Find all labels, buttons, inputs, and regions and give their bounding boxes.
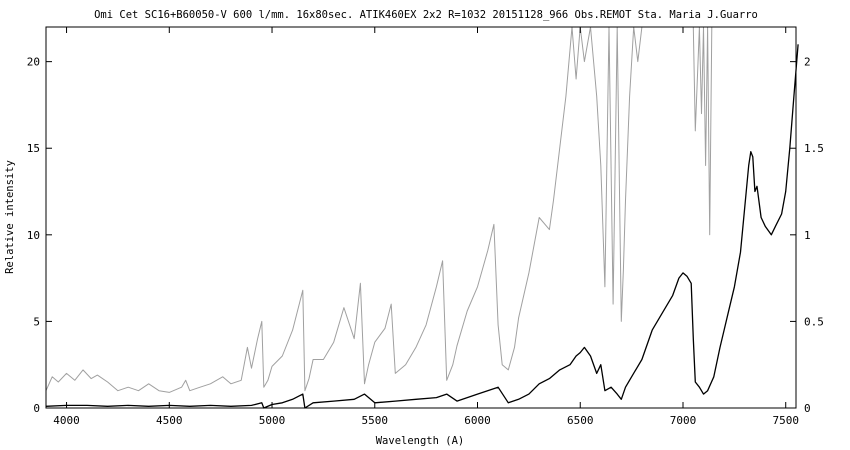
chart-title: Omi Cet SC16+B60050-V 600 l/mm. 16x80sec… [94, 9, 758, 21]
y-tick-label: 5 [33, 315, 40, 328]
series-line-2 [45, 44, 799, 409]
x-axis-label: Wavelength (A) [376, 435, 465, 447]
y2-tick-label: 0.5 [804, 315, 824, 328]
y-tick-label: 20 [27, 56, 40, 69]
axes-layer: 4000 4500 5000 5500 6000 6500 7000 750005101520… [27, 27, 824, 427]
series-layer [45, 26, 799, 409]
y2-tick-label: 2 [804, 56, 811, 69]
y-axis-label: Relative intensity [4, 160, 16, 274]
y2-tick-label: 1.5 [804, 142, 824, 155]
x-tick-label: 6500 [567, 414, 594, 427]
y2-tick-label: 0 [804, 402, 811, 415]
x-tick-label: 7000 [670, 414, 697, 427]
x-tick-label: 4500 [156, 414, 183, 427]
x-tick-label: 6000 [464, 414, 491, 427]
x-tick-label: 5000 [259, 414, 286, 427]
x-tick-label: 4000 [53, 414, 80, 427]
x-tick-label: 7500 [772, 414, 799, 427]
series-line-1 [45, 26, 718, 393]
y-tick-label: 0 [33, 402, 40, 415]
plot-frame [45, 26, 797, 409]
y-tick-label: 15 [27, 142, 40, 155]
y-tick-label: 10 [27, 229, 40, 242]
y2-tick-label: 1 [804, 229, 811, 242]
x-tick-label: 5500 [362, 414, 389, 427]
